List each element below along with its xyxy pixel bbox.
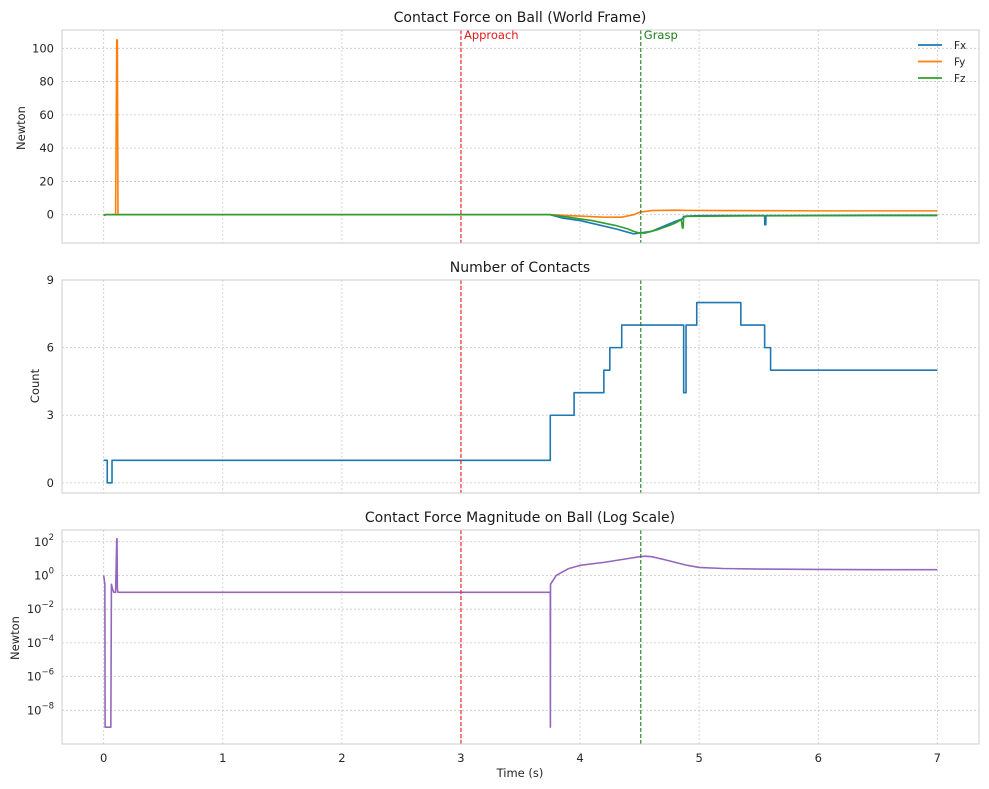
- x-tick-label: 5: [695, 751, 702, 765]
- magnitude-panel: Contact Force Magnitude on Ball (Log Sca…: [8, 510, 980, 780]
- series-line-f: [102, 538, 938, 728]
- contacts-panel-title: Number of Contacts: [450, 260, 590, 276]
- y-tick-label: 102: [34, 533, 54, 549]
- x-tick-label: 6: [815, 751, 822, 765]
- event-label-grasp: Grasp: [644, 28, 678, 42]
- y-tick-label: 100: [32, 41, 54, 55]
- event-label-approach: Approach: [464, 28, 519, 42]
- series-line-fx: [103, 213, 938, 235]
- legend-label: Fx: [954, 40, 966, 52]
- y-tick-label: 10−4: [27, 634, 54, 650]
- x-tick-label: 2: [338, 751, 345, 765]
- y-tick-label: 0: [47, 476, 54, 490]
- legend-label: Fy: [954, 57, 965, 69]
- magnitude-panel-xlabel: Time (s): [496, 766, 544, 780]
- force-panel-title: Contact Force on Ball (World Frame): [394, 10, 647, 26]
- axes-frame: [61, 279, 980, 494]
- x-tick-label: 0: [100, 751, 107, 765]
- magnitude-panel-ylabel: Newton: [8, 616, 22, 660]
- force-panel: Contact Force on Ball (World Frame) Newt…: [14, 10, 980, 244]
- y-tick-label: 9: [47, 273, 54, 287]
- series-line-contacts: [103, 301, 938, 484]
- y-tick-label: 10−8: [27, 701, 54, 717]
- x-tick-label: 7: [934, 751, 941, 765]
- y-tick-label: 100: [34, 566, 54, 582]
- contacts-panel-ylabel: Count: [28, 368, 42, 403]
- force-panel-ylabel: Newton: [14, 106, 28, 150]
- x-tick-label: 3: [457, 751, 464, 765]
- x-tick-label: 4: [576, 751, 583, 765]
- y-tick-label: 40: [39, 141, 54, 155]
- y-tick-label: 0: [47, 208, 54, 222]
- series-line-fy: [103, 39, 938, 219]
- x-tick-label: 1: [219, 751, 226, 765]
- axes-frame: [61, 29, 980, 244]
- magnitude-panel-title: Contact Force Magnitude on Ball (Log Sca…: [365, 510, 675, 526]
- y-tick-label: 3: [47, 408, 54, 422]
- y-tick-label: 6: [47, 341, 54, 355]
- y-tick-label: 20: [39, 174, 54, 188]
- axes-frame: [61, 529, 980, 745]
- y-tick-label: 10−6: [27, 668, 54, 684]
- y-tick-label: 80: [39, 75, 54, 89]
- y-tick-label: 10−2: [27, 600, 54, 616]
- contacts-panel: Number of Contacts Count 0 3 6 9: [28, 260, 980, 494]
- legend-label: Fz: [954, 73, 966, 85]
- series-line-fz: [103, 213, 938, 234]
- y-tick-label: 60: [39, 108, 54, 122]
